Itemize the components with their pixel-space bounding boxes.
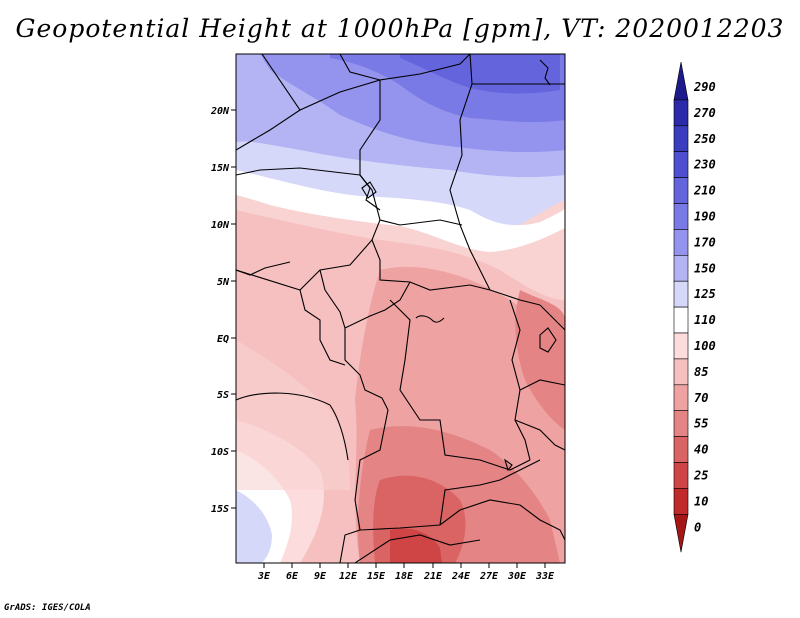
colorbar-label: 0 xyxy=(694,520,701,534)
lon-label: 15E xyxy=(367,571,386,582)
lon-label: 3E xyxy=(257,571,271,582)
lat-label: 5S xyxy=(217,390,229,401)
lon-label: 12E xyxy=(339,571,358,582)
colorbar-label: 250 xyxy=(693,132,716,146)
lon-label: 18E xyxy=(395,571,414,582)
colorbar-swatch xyxy=(673,125,689,153)
country-borders xyxy=(236,54,565,563)
lon-label: 9E xyxy=(314,571,327,582)
lat-label: 15S xyxy=(211,504,229,515)
colorbar: 2902702502302101901701501251101008570554… xyxy=(673,61,716,553)
lon-label: 6E xyxy=(286,571,299,582)
colorbar-label: 85 xyxy=(694,365,708,379)
lat-label: 10N xyxy=(211,220,230,231)
colorbar-swatch xyxy=(673,177,689,204)
map-frame xyxy=(235,53,566,564)
colorbar-swatch xyxy=(673,203,689,230)
colorbar-label: 290 xyxy=(693,80,716,94)
lat-label: EQ xyxy=(217,334,229,345)
colorbar-swatch xyxy=(673,384,689,411)
lat-label: 15N xyxy=(211,163,230,174)
colorbar-swatch xyxy=(673,358,689,386)
lon-label: 24E xyxy=(451,571,471,582)
colorbar-label: 150 xyxy=(694,261,716,275)
colorbar-swatch xyxy=(673,513,689,553)
colorbar-label: 125 xyxy=(694,287,716,301)
lon-axis: 3E 6E 9E 12E 15E 18E 21E 24E 27E 30E 33E xyxy=(257,563,555,582)
colorbar-label: 170 xyxy=(694,235,716,249)
geopotential-field xyxy=(236,54,565,563)
colorbar-swatch xyxy=(673,488,689,515)
colorbar-label: 25 xyxy=(693,469,708,483)
colorbar-swatch xyxy=(673,436,689,463)
colorbar-swatch xyxy=(673,462,689,489)
colorbar-label: 55 xyxy=(694,417,708,431)
lat-label: 5N xyxy=(217,277,230,288)
colorbar-swatch xyxy=(673,61,689,101)
lon-label: 33E xyxy=(535,571,555,582)
colorbar-label: 110 xyxy=(694,313,716,327)
colorbar-swatch xyxy=(673,332,689,360)
colorbar-label: 40 xyxy=(694,443,708,457)
lon-label: 27E xyxy=(479,571,499,582)
colorbar-label: 100 xyxy=(694,339,716,353)
colorbar-label: 70 xyxy=(694,391,708,405)
colorbar-swatch xyxy=(673,151,689,178)
lon-label: 30E xyxy=(507,571,527,582)
lat-label: 20N xyxy=(210,106,230,117)
lon-label: 21E xyxy=(423,571,443,582)
lat-axis: 20N 15N 10N 5N EQ 5S 10S 15S xyxy=(210,106,236,515)
colorbar-swatch xyxy=(673,280,689,308)
colorbar-swatch xyxy=(673,99,689,127)
colorbar-swatch xyxy=(673,306,689,334)
colorbar-label: 210 xyxy=(693,184,716,198)
credit-text: GrADS: IGES/COLA xyxy=(4,603,91,613)
colorbar-label: 270 xyxy=(693,106,716,120)
lat-label: 10S xyxy=(211,447,229,458)
colorbar-label: 190 xyxy=(694,210,716,224)
map-title: Geopotential Height at 1000hPa [gpm], VT… xyxy=(15,14,785,43)
colorbar-label: 230 xyxy=(693,158,716,172)
colorbar-swatch xyxy=(673,255,689,282)
colorbar-label: 10 xyxy=(694,494,708,508)
colorbar-swatch xyxy=(673,410,689,437)
colorbar-swatch xyxy=(673,229,689,256)
